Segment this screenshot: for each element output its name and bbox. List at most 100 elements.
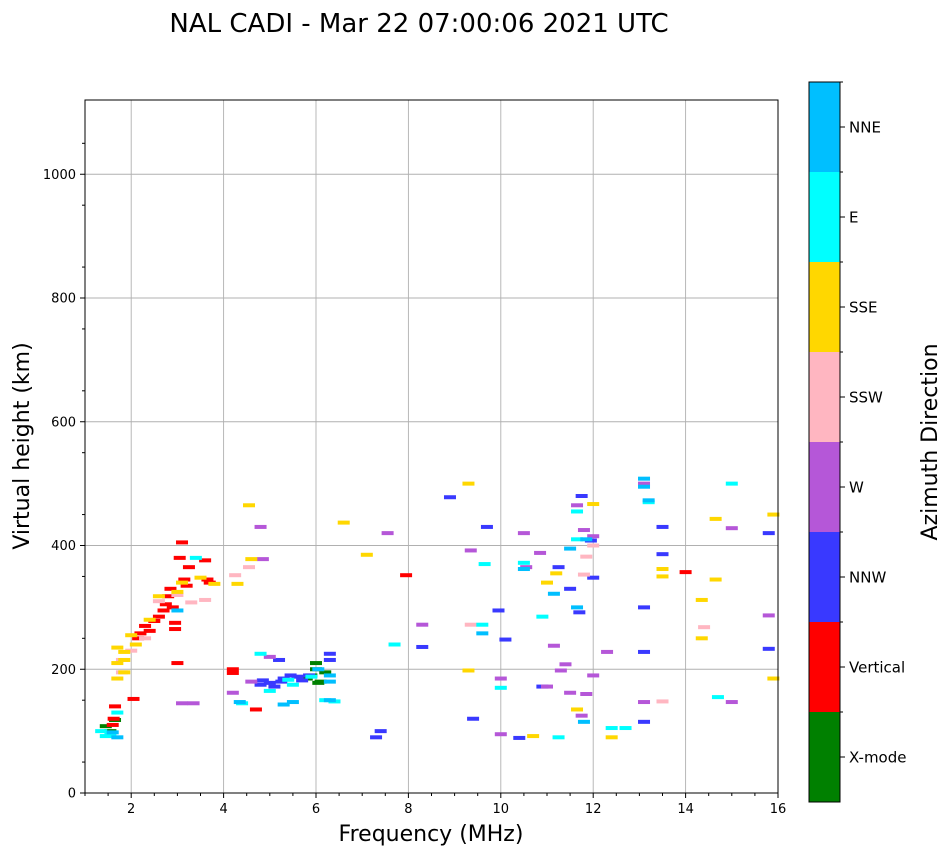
point-sse [337, 520, 350, 525]
point-vertical [106, 722, 119, 727]
point-nnw [656, 552, 669, 557]
point-vertical [178, 577, 191, 582]
point-ssw [580, 554, 593, 559]
point-e [189, 555, 202, 560]
point-nne [547, 591, 560, 596]
colorbar-tick-label: SSE [849, 299, 878, 317]
point-nnw [656, 524, 669, 529]
point-sse [605, 735, 618, 740]
point-e [476, 622, 489, 627]
point-sse [767, 512, 780, 517]
point-nnw [291, 674, 304, 679]
point-nne [323, 673, 336, 678]
x-tick-label: 16 [770, 802, 787, 817]
point-sse [541, 580, 553, 585]
point-sse [767, 676, 780, 681]
point-sse [571, 707, 584, 712]
point-vertical [109, 704, 122, 709]
point-sse [587, 502, 600, 507]
point-w [263, 654, 276, 659]
point-nnw [275, 679, 288, 684]
point-e [536, 614, 549, 619]
point-nnw [638, 719, 651, 724]
point-nnw [284, 673, 297, 678]
point-sse [194, 575, 207, 580]
point-e [552, 735, 565, 740]
y-tick-label: 1000 [43, 168, 76, 183]
point-ssw [125, 648, 138, 653]
point-e [305, 674, 318, 679]
point-sse [118, 670, 131, 675]
point-sse [709, 516, 722, 521]
colorbar-tick-label: SSW [849, 389, 883, 407]
point-nne [312, 667, 325, 672]
colorbar-tick-label: X-mode [849, 749, 906, 767]
point-nne [171, 608, 184, 613]
point-vertical [169, 627, 182, 632]
point-sse [462, 481, 475, 486]
point-ssw [171, 593, 184, 597]
point-sse [111, 676, 124, 681]
point-w [494, 676, 507, 681]
point-e [711, 695, 724, 700]
point-nnw [263, 680, 276, 685]
x-tick-label: 12 [585, 802, 602, 817]
chart-title: NAL CADI - Mar 22 07:00:06 2021 UTC [169, 9, 668, 39]
point-vertical [201, 577, 214, 582]
point-vertical [159, 602, 172, 607]
colorbar-segment-ssw [809, 352, 840, 442]
point-ssw [152, 599, 165, 604]
point-vertical [127, 696, 140, 701]
point-sse [118, 657, 131, 662]
point-sse [527, 734, 540, 739]
point-nnw [480, 524, 493, 529]
point-vertical [226, 670, 239, 675]
x-tick-label: 6 [312, 802, 320, 817]
colorbar-tick-label: W [849, 479, 864, 497]
point-nnw [492, 608, 505, 613]
point-vertical [134, 631, 147, 636]
point-nnw [443, 495, 456, 500]
point-sse [152, 594, 165, 599]
point-sse [695, 636, 708, 641]
point-sse [118, 649, 131, 654]
point-w [541, 684, 553, 689]
point-nnw [323, 651, 336, 656]
point-nne [277, 702, 290, 707]
point-vertical [173, 555, 186, 560]
point-x-mode [99, 724, 112, 729]
point-sse [171, 589, 184, 594]
point-e [388, 642, 401, 647]
point-vertical [679, 570, 692, 575]
point-nne [323, 679, 336, 684]
point-e [619, 726, 632, 731]
point-vertical [169, 620, 182, 625]
point-e [571, 509, 584, 514]
point-sse [245, 557, 258, 562]
point-e [605, 726, 618, 731]
x-tick-label: 10 [493, 802, 510, 817]
point-w [564, 690, 577, 695]
point-w [587, 534, 600, 539]
point-nne [571, 605, 584, 610]
point-ssw [199, 597, 212, 602]
point-ssw [656, 699, 669, 704]
plot-area-frame [84, 99, 779, 794]
colorbar-ticks: X-mode Vertical NNW W SSW SSE E NNE [840, 81, 906, 767]
point-vertical [162, 594, 175, 599]
point-w [580, 692, 593, 696]
point-w [254, 524, 267, 529]
point-ssw [577, 572, 590, 577]
point-nnw [513, 735, 526, 740]
point-x-mode [310, 661, 322, 666]
point-nnw [587, 575, 600, 580]
point-vertical [139, 623, 152, 628]
point-vertical [176, 540, 189, 545]
point-e [282, 677, 295, 682]
point-w [517, 531, 530, 536]
point-sse [462, 668, 475, 673]
point-nnw [370, 735, 383, 740]
point-nnw [575, 494, 588, 498]
y-tick-label: 0 [68, 787, 76, 802]
x-tick-label: 8 [404, 802, 412, 817]
